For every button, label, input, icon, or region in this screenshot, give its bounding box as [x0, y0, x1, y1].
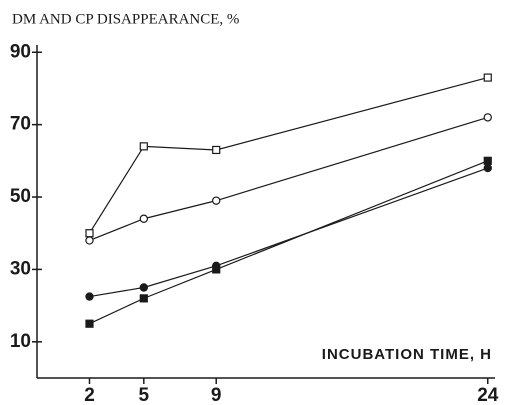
y-tick-label: 70 [10, 114, 31, 135]
marker [139, 214, 149, 223]
y-tick-label: 30 [10, 258, 31, 279]
marker [212, 145, 221, 155]
y-tick-label: 50 [10, 186, 31, 207]
marker [483, 73, 492, 82]
marker [139, 283, 149, 292]
marker [483, 113, 492, 122]
x-tick-label: 5 [139, 385, 150, 405]
y-tick-label: 10 [10, 331, 31, 352]
y-tick-label: 90 [10, 41, 31, 62]
series-line [89, 167, 488, 298]
marker [85, 319, 94, 328]
marker [483, 163, 492, 173]
chart-title: DM AND CP DISAPPEARANCE, % [12, 11, 239, 27]
x-axis-label: INCUBATION TIME, H [322, 346, 492, 363]
marker [85, 229, 94, 238]
marker [85, 236, 94, 245]
marker [483, 156, 492, 165]
marker [85, 292, 94, 301]
marker [212, 265, 221, 274]
marker [212, 196, 221, 205]
marker [139, 142, 148, 151]
series-line [89, 116, 488, 242]
series-line [89, 160, 488, 325]
marker [139, 294, 148, 303]
x-tick-label: 24 [477, 385, 499, 405]
x-tick-label: 9 [211, 385, 222, 405]
series-line [88, 76, 488, 234]
x-tick-label: 2 [84, 385, 95, 405]
